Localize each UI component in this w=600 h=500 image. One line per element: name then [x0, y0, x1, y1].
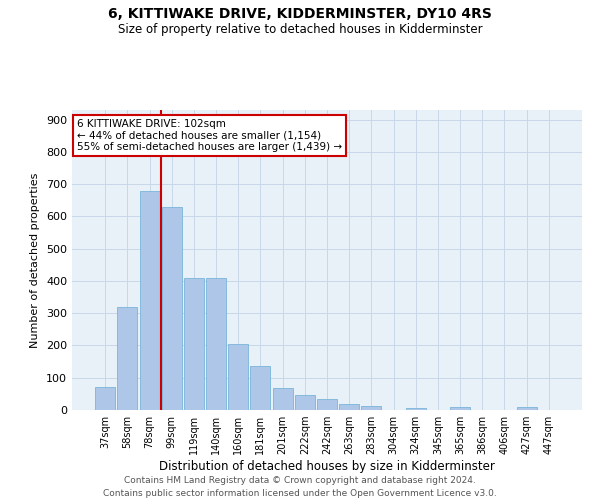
Bar	[228, 344, 248, 410]
Bar	[162, 207, 182, 410]
X-axis label: Distribution of detached houses by size in Kidderminster: Distribution of detached houses by size …	[159, 460, 495, 473]
Text: 6, KITTIWAKE DRIVE, KIDDERMINSTER, DY10 4RS: 6, KITTIWAKE DRIVE, KIDDERMINSTER, DY10 …	[108, 8, 492, 22]
Bar	[406, 408, 426, 410]
Bar	[140, 190, 160, 410]
Bar	[339, 404, 359, 410]
Text: 6 KITTIWAKE DRIVE: 102sqm
← 44% of detached houses are smaller (1,154)
55% of se: 6 KITTIWAKE DRIVE: 102sqm ← 44% of detac…	[77, 119, 342, 152]
Text: Size of property relative to detached houses in Kidderminster: Size of property relative to detached ho…	[118, 22, 482, 36]
Text: Contains HM Land Registry data © Crown copyright and database right 2024.
Contai: Contains HM Land Registry data © Crown c…	[103, 476, 497, 498]
Bar	[517, 407, 536, 410]
Y-axis label: Number of detached properties: Number of detached properties	[31, 172, 40, 348]
Bar	[95, 388, 115, 410]
Bar	[250, 366, 271, 410]
Bar	[118, 307, 137, 410]
Bar	[184, 278, 204, 410]
Bar	[206, 278, 226, 410]
Bar	[295, 396, 315, 410]
Bar	[361, 406, 382, 410]
Bar	[272, 388, 293, 410]
Bar	[317, 400, 337, 410]
Bar	[450, 407, 470, 410]
